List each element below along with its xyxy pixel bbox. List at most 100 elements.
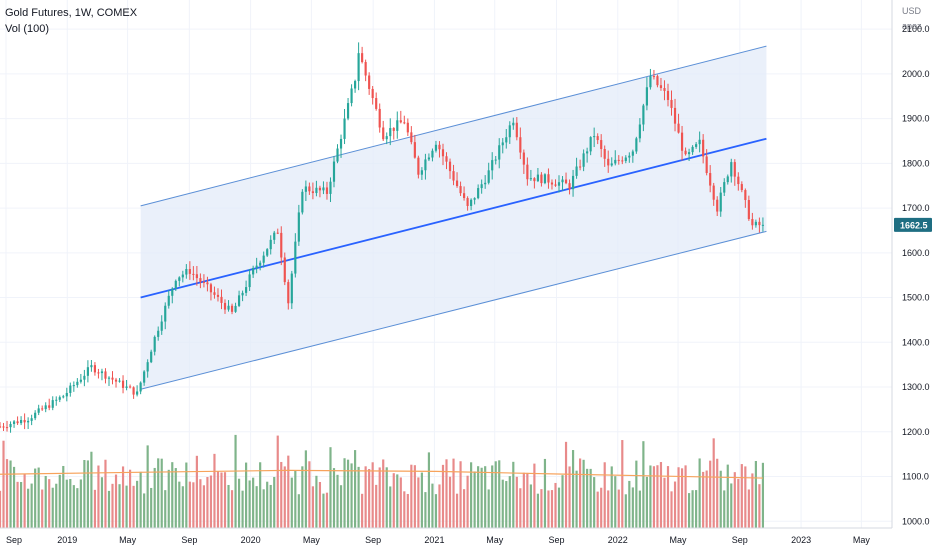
candle-body: [586, 151, 589, 154]
volume-bar: [325, 492, 329, 528]
candle-body: [747, 200, 750, 220]
candle-body: [213, 292, 216, 295]
volume-bar: [297, 494, 300, 528]
volume-bar: [146, 445, 149, 528]
candle-body: [512, 122, 515, 126]
volume-bar: [213, 453, 216, 528]
volume-bar: [269, 484, 272, 528]
volume-bar: [350, 463, 353, 528]
volume-bars: [0, 434, 765, 528]
volume-bar: [304, 450, 307, 528]
volume-bar: [234, 434, 237, 528]
volume-bar: [670, 491, 673, 528]
volume-bar: [41, 489, 44, 528]
price-tick-label: 1000.0: [902, 516, 930, 526]
last-price-badge: [894, 217, 932, 232]
candle-body: [751, 219, 754, 226]
candle-body: [652, 76, 656, 78]
volume-bar: [652, 466, 656, 528]
volume-bar: [100, 477, 104, 528]
candle-body: [659, 85, 663, 89]
volume-bar: [245, 462, 248, 528]
volume-bar: [723, 490, 726, 528]
candle-body: [322, 187, 325, 191]
volume-bar: [188, 481, 191, 528]
channel-lower-line[interactable]: [140, 230, 767, 390]
volume-bar: [216, 471, 220, 528]
volume-bar: [571, 450, 575, 528]
volume-bar: [392, 473, 395, 528]
volume-indicator-title[interactable]: Vol (100): [5, 23, 50, 35]
volume-bar: [83, 460, 86, 528]
volume-bar: [58, 474, 61, 528]
volume-bar: [104, 459, 107, 528]
symbol-title[interactable]: Gold Futures, 1W, COMEX: [5, 7, 138, 19]
volume-bar: [273, 476, 276, 528]
volume-bar: [413, 465, 416, 528]
candle-body: [104, 371, 107, 379]
candle-body: [41, 408, 44, 410]
candle-body: [339, 138, 343, 149]
volume-bar: [480, 467, 483, 528]
trend-channel[interactable]: [140, 45, 767, 390]
candle-body: [631, 151, 634, 156]
volume-bar: [241, 490, 244, 528]
channel-upper-line[interactable]: [140, 45, 767, 207]
candle-body: [37, 408, 40, 413]
candle-body: [494, 159, 497, 161]
candle-body: [603, 149, 606, 159]
volume-bar: [709, 460, 712, 528]
volume-bar: [167, 469, 170, 528]
volume-bar: [143, 493, 146, 528]
candle-body: [589, 137, 592, 152]
candle-body: [206, 282, 209, 285]
candle-body: [536, 174, 540, 182]
candle-body: [758, 221, 761, 226]
time-tick-label: 2021: [424, 535, 444, 545]
volume-bar: [744, 466, 747, 528]
candle-body: [27, 420, 30, 423]
candle-body: [424, 159, 427, 171]
currency-label: USD: [902, 6, 922, 16]
candle-body: [188, 268, 191, 274]
candle-body: [83, 375, 86, 380]
volume-bar: [761, 462, 765, 528]
time-tick-label: Sep: [181, 535, 197, 545]
volume-bar: [76, 488, 79, 528]
volume-bar: [206, 477, 209, 528]
volume-bar: [136, 480, 139, 528]
scale-mode-label[interactable]: apoz: [902, 21, 922, 31]
candle-body: [139, 382, 142, 392]
volume-bar: [199, 479, 202, 528]
volume-bar: [0, 490, 2, 528]
candle-body: [547, 174, 550, 183]
volume-bar: [737, 478, 740, 528]
candle-body: [118, 380, 121, 382]
volume-bar: [125, 485, 128, 528]
price-tick-label: 1100.0: [902, 472, 929, 482]
candle-body: [396, 120, 399, 131]
volume-bar: [378, 467, 381, 528]
price-tick-label: 2100.0: [902, 24, 930, 34]
volume-bar: [23, 473, 26, 528]
volume-bar: [368, 469, 371, 528]
volume-bar: [547, 490, 550, 528]
volume-bar: [12, 466, 16, 528]
volume-bar: [505, 481, 508, 528]
channel-middle-line[interactable]: [140, 137, 767, 299]
time-axis[interactable]: Sep 2019 May Sep 2020 May Sep 2021 May Sep 2022 May…: [0, 527, 892, 545]
volume-bar: [477, 466, 480, 528]
candle-body: [121, 380, 125, 388]
volume-bar: [754, 460, 757, 528]
volume-bar: [354, 450, 357, 528]
volume-bar: [417, 477, 420, 528]
candle-body: [498, 145, 501, 160]
candle-body: [680, 132, 684, 151]
candle-body: [364, 62, 367, 76]
candle-body: [501, 142, 504, 146]
volume-bar: [702, 471, 705, 528]
volume-bar: [55, 483, 58, 528]
